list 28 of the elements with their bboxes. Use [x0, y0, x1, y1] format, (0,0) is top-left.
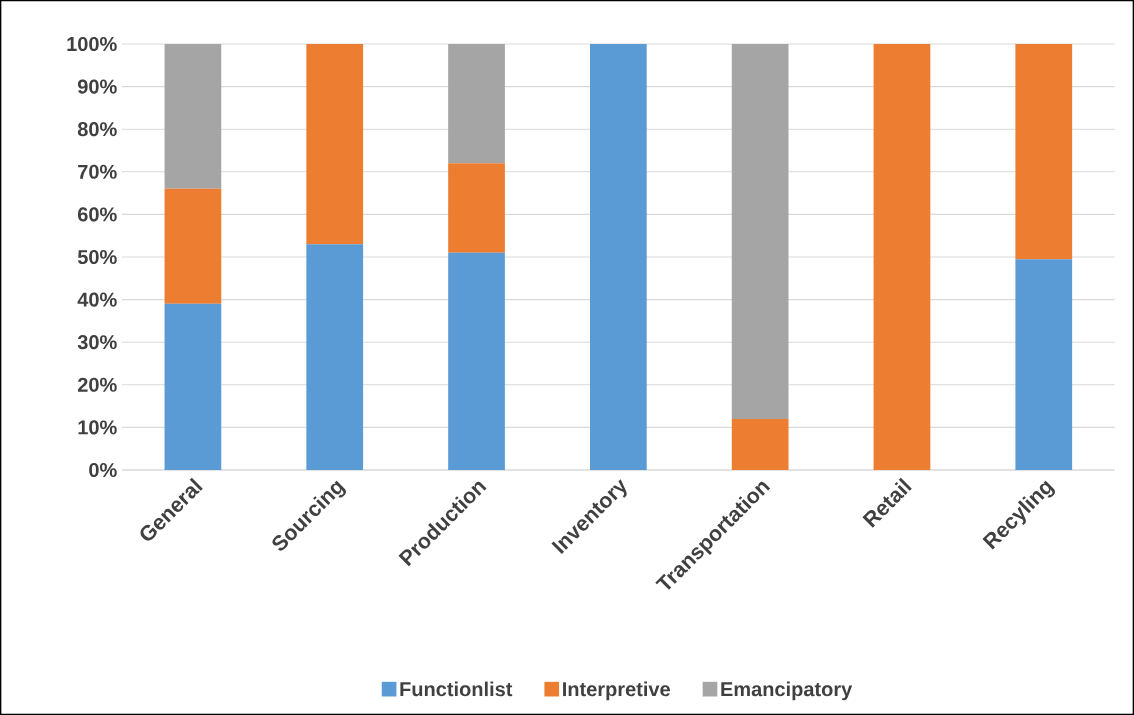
y-tick-label: 20% — [77, 377, 117, 392]
legend-label: Functionlist — [400, 681, 513, 697]
bar — [1015, 259, 1073, 470]
y-tick-label: 0% — [89, 462, 117, 478]
bar — [589, 44, 647, 470]
legend-label: Interpretive — [563, 681, 670, 701]
bar — [448, 252, 505, 470]
bar — [873, 44, 931, 470]
bar — [1015, 44, 1073, 260]
bar — [164, 303, 222, 470]
y-tick-label: 10% — [78, 420, 117, 435]
bar — [731, 418, 789, 470]
legend-label: Emancipatory — [721, 681, 853, 701]
bar — [731, 44, 789, 419]
y-tick-label: 90% — [77, 79, 117, 94]
y-tick-label: 60% — [78, 207, 117, 222]
y-tick-label: 40% — [77, 292, 117, 307]
bar — [306, 44, 364, 245]
bar — [448, 163, 505, 253]
bar — [164, 188, 222, 304]
y-tick-label: 70% — [78, 164, 117, 179]
bar — [448, 44, 505, 164]
y-tick-label: 100% — [67, 36, 117, 52]
bar — [306, 244, 364, 470]
bar — [164, 44, 222, 189]
y-tick-label: 30% — [77, 335, 117, 350]
y-tick-label: 50% — [77, 249, 117, 265]
y-tick-label: 80% — [77, 122, 117, 137]
